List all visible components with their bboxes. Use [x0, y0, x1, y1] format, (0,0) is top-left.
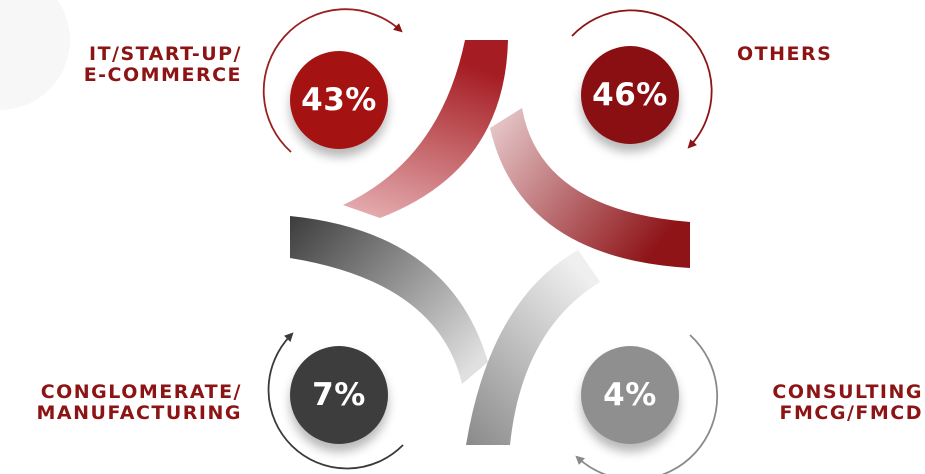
label-consulting-line-1: CONSULTING: [772, 381, 923, 403]
label-others-line-1: OTHERS: [737, 43, 833, 65]
petal-top-red: [343, 40, 508, 218]
label-conglomerate: CONGLOMERATE/ MANUFACTURING: [37, 382, 242, 424]
label-conglomerate-line-1: CONGLOMERATE/: [40, 381, 242, 403]
arrow-consulting: [575, 334, 719, 474]
percent-circle-consulting: 4%: [581, 346, 679, 444]
petal-bottom-gray: [466, 250, 600, 445]
label-it-line-1: IT/START-UP/: [89, 43, 242, 65]
percent-circle-others: 46%: [581, 46, 679, 144]
petal-left-dark: [290, 216, 488, 384]
label-consulting: CONSULTING FMCG/FMCD: [772, 382, 923, 424]
arrow-it: [262, 8, 403, 153]
label-it-line-2: E-COMMERCE: [83, 64, 242, 86]
arrow-conglomerate: [267, 332, 404, 470]
percent-circle-it: 43%: [290, 51, 388, 149]
corner-glow: [0, 0, 70, 110]
arrow-others: [571, 9, 713, 149]
label-consulting-line-2: FMCG/FMCD: [779, 402, 923, 424]
percent-circle-conglomerate: 7%: [290, 346, 388, 444]
label-others: OTHERS: [737, 44, 832, 65]
label-it: IT/START-UP/ E-COMMERCE: [84, 44, 242, 86]
label-conglomerate-line-2: MANUFACTURING: [36, 402, 242, 424]
petal-right-red: [490, 108, 690, 268]
